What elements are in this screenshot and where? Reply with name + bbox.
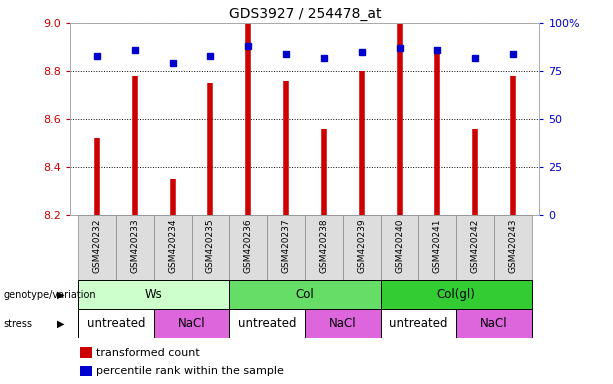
Bar <box>78 309 154 338</box>
Text: GSM420233: GSM420233 <box>131 218 139 273</box>
Bar <box>456 215 494 280</box>
Text: NaCl: NaCl <box>480 317 508 330</box>
Text: Col: Col <box>295 288 314 301</box>
Text: genotype/variation: genotype/variation <box>3 290 96 300</box>
Bar <box>381 280 532 309</box>
Bar <box>80 366 91 376</box>
Bar <box>154 309 229 338</box>
Bar <box>494 215 532 280</box>
Text: transformed count: transformed count <box>96 348 200 358</box>
Bar <box>343 215 381 280</box>
Bar <box>381 309 456 338</box>
Bar <box>78 215 116 280</box>
Text: Ws: Ws <box>145 288 162 301</box>
Text: GSM420243: GSM420243 <box>508 218 517 273</box>
Bar <box>305 309 381 338</box>
Bar <box>229 215 267 280</box>
Text: ▶: ▶ <box>57 318 64 329</box>
Bar <box>456 309 532 338</box>
Bar <box>80 347 91 358</box>
Text: NaCl: NaCl <box>329 317 357 330</box>
Text: GSM420241: GSM420241 <box>433 218 442 273</box>
Bar <box>154 215 191 280</box>
Text: stress: stress <box>3 318 32 329</box>
Bar <box>419 215 456 280</box>
Text: GSM420238: GSM420238 <box>319 218 329 273</box>
Bar <box>381 215 419 280</box>
Bar <box>229 280 381 309</box>
Text: GSM420242: GSM420242 <box>471 218 479 273</box>
Text: GSM420239: GSM420239 <box>357 218 366 273</box>
Text: GSM420237: GSM420237 <box>281 218 291 273</box>
Text: GSM420234: GSM420234 <box>168 218 177 273</box>
Text: GSM420236: GSM420236 <box>244 218 253 273</box>
Text: GSM420232: GSM420232 <box>93 218 102 273</box>
Text: NaCl: NaCl <box>178 317 205 330</box>
Text: untreated: untreated <box>238 317 297 330</box>
Text: untreated: untreated <box>86 317 145 330</box>
Bar <box>116 215 154 280</box>
Text: Col(gl): Col(gl) <box>437 288 476 301</box>
Text: percentile rank within the sample: percentile rank within the sample <box>96 366 284 376</box>
Bar <box>229 309 305 338</box>
Bar <box>267 215 305 280</box>
Bar <box>191 215 229 280</box>
Text: GSM420235: GSM420235 <box>206 218 215 273</box>
Text: ▶: ▶ <box>57 290 64 300</box>
Bar <box>305 215 343 280</box>
Text: untreated: untreated <box>389 317 447 330</box>
Bar <box>78 280 229 309</box>
Title: GDS3927 / 254478_at: GDS3927 / 254478_at <box>229 7 381 21</box>
Text: GSM420240: GSM420240 <box>395 218 404 273</box>
